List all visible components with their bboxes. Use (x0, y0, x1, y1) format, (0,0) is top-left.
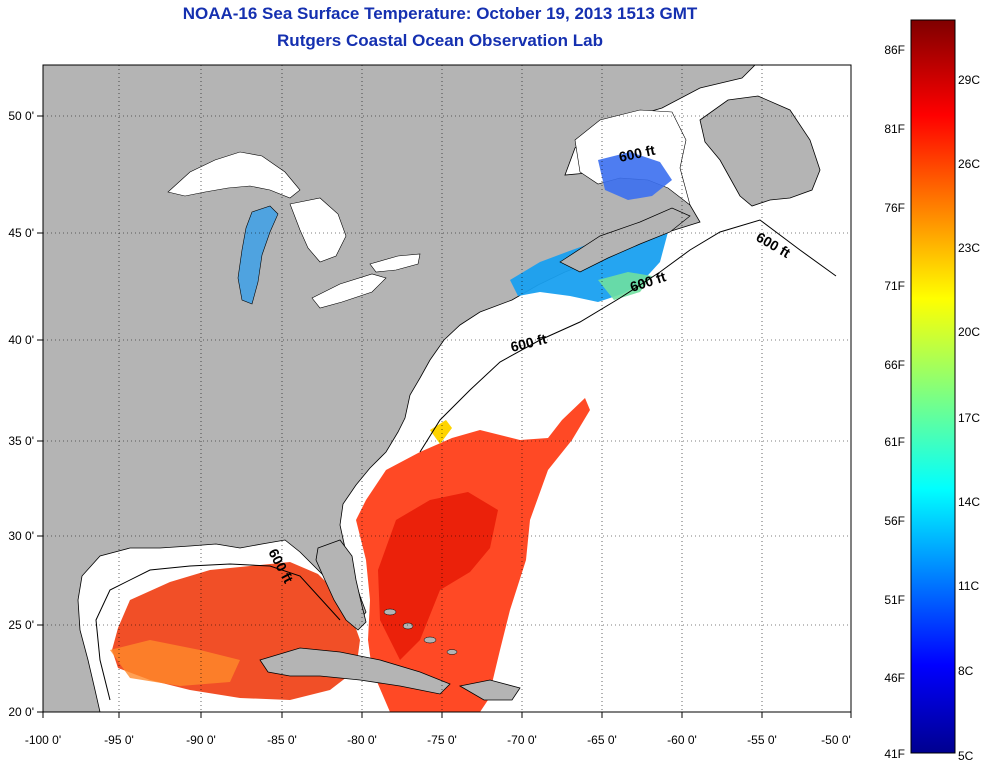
sst-gulf-mexico-orange (110, 640, 240, 686)
colorbar-c-label: 5C (958, 749, 974, 763)
colorbar-c-label: 20C (958, 325, 980, 339)
colorbar-c-label: 14C (958, 495, 980, 509)
land-hispaniola (458, 679, 521, 701)
colorbar-f-label: 81F (884, 122, 905, 136)
colorbar-f-label: 46F (884, 671, 905, 685)
colorbar-c-labels: 29C 26C 23C 20C 17C 14C 11C 8C 5C (958, 73, 980, 763)
lat-tick-label: 25 0' (8, 618, 34, 632)
lat-tick-label: 45 0' (8, 226, 34, 240)
colorbar-c-label: 11C (958, 579, 979, 593)
depth-contour-600ft-gulf (95, 563, 341, 701)
sst-gulf-st-lawrence (598, 152, 672, 200)
colorbar-f-label: 56F (884, 514, 905, 528)
contour-label-1: 600 ft (617, 142, 656, 165)
lake-erie (311, 273, 387, 309)
lat-tick-label: 20 0' (8, 705, 34, 719)
colorbar-c-label: 17C (958, 411, 980, 425)
lon-tick-label: -95 0' (104, 733, 134, 747)
sst-cape-hatteras-yellow (430, 420, 452, 444)
colorbar-c-label: 23C (958, 241, 980, 255)
grid-lines (43, 65, 851, 712)
colorbar-c-label: 8C (958, 664, 974, 678)
land-cuba (259, 647, 451, 695)
lon-tick-label: -90 0' (186, 733, 216, 747)
lake-superior (167, 151, 301, 199)
colorbar-f-label: 51F (884, 593, 905, 607)
colorbar-f-label: 86F (884, 43, 905, 57)
map-title: NOAA-16 Sea Surface Temperature: October… (182, 4, 698, 23)
colorbar-f-labels: 86F 81F 76F 71F 66F 61F 56F 51F 46F 41F (884, 43, 905, 761)
lon-tick-label: -55 0' (747, 733, 777, 747)
map-subtitle: Rutgers Coastal Ocean Observation Lab (277, 31, 603, 50)
lake-michigan (237, 205, 279, 305)
lon-tick-label: -85 0' (267, 733, 297, 747)
lon-tick-label: -60 0' (667, 733, 697, 747)
land-newfoundland (699, 95, 821, 207)
lon-tick-label: -80 0' (347, 733, 377, 747)
colorbar-f-label: 76F (884, 201, 905, 215)
colorbar-c-label: 29C (958, 73, 980, 87)
lake-ontario (369, 253, 421, 273)
land-bahamas (383, 608, 458, 655)
lon-tick-label: -50 0' (821, 733, 851, 747)
lon-tick-label: -70 0' (507, 733, 537, 747)
lon-tick-label: -75 0' (427, 733, 457, 747)
depth-contour-600ft (419, 219, 837, 453)
tick-marks (37, 115, 852, 718)
lon-tick-label: -100 0' (25, 733, 61, 747)
land-florida (315, 539, 367, 631)
colorbar-f-label: 41F (884, 747, 905, 761)
lon-tick-label: -65 0' (587, 733, 617, 747)
sst-gulf-stream-core (378, 492, 498, 660)
lat-tick-label: 40 0' (8, 333, 34, 347)
lat-tick-label: 50 0' (8, 109, 34, 123)
map-border (42, 64, 852, 713)
sst-shelf-green (598, 272, 652, 300)
lat-tick-label: 30 0' (8, 529, 34, 543)
colorbar-f-label: 66F (884, 358, 905, 372)
lat-tick-label: 35 0' (8, 434, 34, 448)
colorbar-c-label: 26C (958, 157, 980, 171)
lake-huron (289, 197, 347, 263)
colorbar-f-label: 61F (884, 435, 905, 449)
colorbar (910, 19, 956, 754)
land-nova-scotia (559, 207, 691, 273)
colorbar-f-label: 71F (884, 279, 905, 293)
